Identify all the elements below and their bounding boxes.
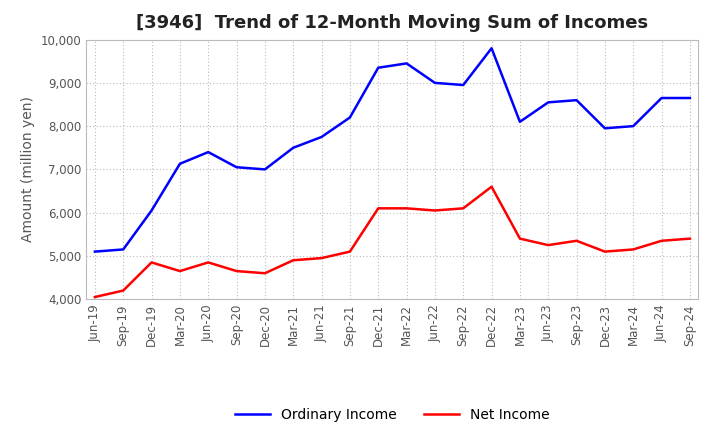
Legend: Ordinary Income, Net Income: Ordinary Income, Net Income xyxy=(230,402,555,427)
Net Income xyxy=(204,260,212,265)
Net Income xyxy=(289,258,297,263)
Ordinary Income xyxy=(318,134,326,139)
Net Income xyxy=(402,205,411,211)
Ordinary Income xyxy=(204,150,212,155)
Ordinary Income xyxy=(431,80,439,85)
Net Income xyxy=(374,205,382,211)
Ordinary Income xyxy=(544,100,552,105)
Net Income xyxy=(233,268,241,274)
Net Income xyxy=(685,236,694,241)
Net Income xyxy=(629,247,637,252)
Ordinary Income xyxy=(572,98,581,103)
Ordinary Income xyxy=(516,119,524,125)
Ordinary Income xyxy=(346,115,354,120)
Ordinary Income xyxy=(176,161,184,166)
Net Income xyxy=(261,271,269,276)
Ordinary Income xyxy=(233,165,241,170)
Net Income xyxy=(148,260,156,265)
Ordinary Income xyxy=(374,65,382,70)
Net Income xyxy=(657,238,666,243)
Net Income xyxy=(431,208,439,213)
Net Income xyxy=(544,242,552,248)
Net Income xyxy=(600,249,609,254)
Net Income xyxy=(572,238,581,243)
Ordinary Income xyxy=(487,46,496,51)
Ordinary Income xyxy=(148,208,156,213)
Ordinary Income xyxy=(91,249,99,254)
Net Income xyxy=(119,288,127,293)
Net Income xyxy=(346,249,354,254)
Y-axis label: Amount (million yen): Amount (million yen) xyxy=(21,96,35,242)
Line: Net Income: Net Income xyxy=(95,187,690,297)
Net Income xyxy=(176,268,184,274)
Ordinary Income xyxy=(119,247,127,252)
Net Income xyxy=(91,294,99,300)
Ordinary Income xyxy=(685,95,694,101)
Ordinary Income xyxy=(402,61,411,66)
Ordinary Income xyxy=(657,95,666,101)
Ordinary Income xyxy=(289,145,297,150)
Net Income xyxy=(318,256,326,261)
Net Income xyxy=(487,184,496,189)
Net Income xyxy=(516,236,524,241)
Line: Ordinary Income: Ordinary Income xyxy=(95,48,690,252)
Title: [3946]  Trend of 12-Month Moving Sum of Incomes: [3946] Trend of 12-Month Moving Sum of I… xyxy=(136,15,649,33)
Ordinary Income xyxy=(261,167,269,172)
Net Income xyxy=(459,205,467,211)
Ordinary Income xyxy=(629,124,637,129)
Ordinary Income xyxy=(600,126,609,131)
Ordinary Income xyxy=(459,82,467,88)
